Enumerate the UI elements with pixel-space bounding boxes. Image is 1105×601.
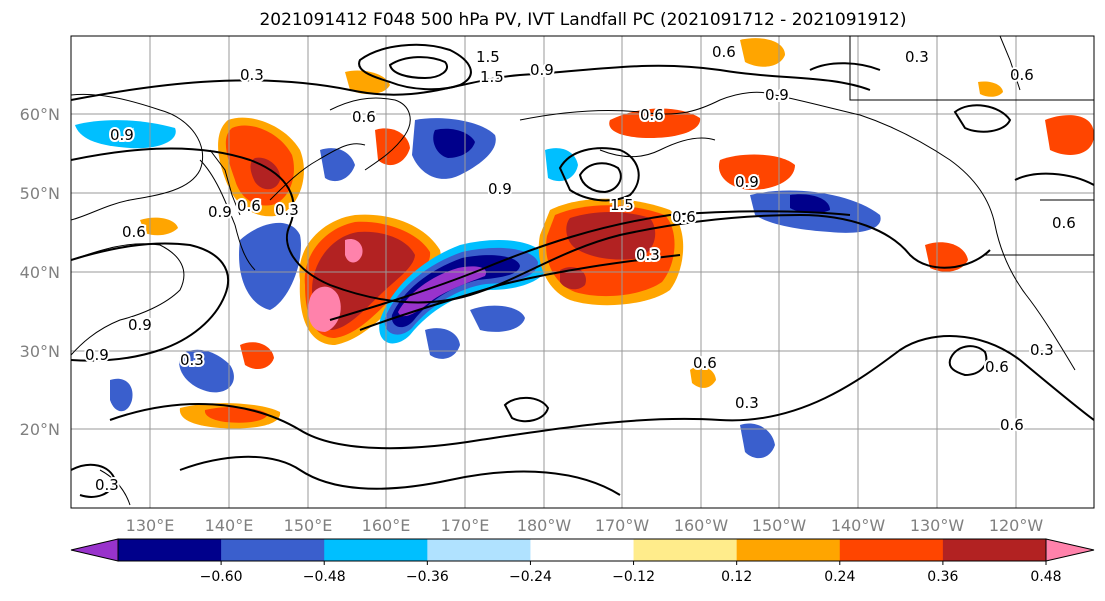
colorbar-tick-label: 0.24 — [824, 569, 855, 585]
lon-label: 140°W — [831, 516, 886, 535]
colorbar-tick-label: −0.60 — [200, 569, 243, 585]
latitude-axis: 60°N 50°N 40°N 30°N 20°N — [20, 105, 60, 439]
lat-label: 60°N — [20, 105, 60, 124]
contour-label: 0.9 — [735, 173, 759, 191]
lat-label: 40°N — [20, 263, 60, 282]
contour-labels: 0.9 0.3 1.5 0.9 0.6 1.5 0.3 0.6 0.9 0.6 … — [83, 41, 1078, 496]
contour-label: 0.3 — [905, 48, 929, 66]
colorbar-tick-label: 0.12 — [721, 569, 752, 585]
contour-label: 0.9 — [85, 346, 109, 364]
colorbar-cells — [118, 539, 1047, 561]
colorbar-tick-label: −0.12 — [612, 569, 655, 585]
contour-label: 0.6 — [985, 358, 1009, 376]
contour-label: 0.3 — [240, 66, 264, 84]
colorbar-left-extension — [70, 538, 119, 562]
longitude-axis: 130°E 140°E 150°E 160°E 170°E 180°W 170°… — [126, 516, 1044, 535]
contour-label: 0.9 — [530, 61, 554, 79]
contour-label: 0.3 — [275, 201, 299, 219]
colorbar-tick-label: −0.48 — [303, 569, 346, 585]
lat-label: 30°N — [20, 342, 60, 361]
contour-label: 1.5 — [480, 68, 504, 86]
lon-label: 120°W — [989, 516, 1044, 535]
colorbar-cell — [530, 539, 635, 561]
colorbar-right-extension — [1045, 538, 1095, 562]
contour-label: 0.6 — [1052, 214, 1076, 232]
colorbar-tick-label: 0.36 — [927, 569, 958, 585]
lon-label: 180°W — [517, 516, 572, 535]
colorbar-tick-label: 0.48 — [1030, 569, 1061, 585]
contour-label: 1.5 — [476, 48, 500, 66]
graticule — [71, 36, 1094, 508]
contour-label: 0.6 — [1000, 416, 1024, 434]
lon-label: 130°W — [910, 516, 965, 535]
contour-label: 0.3 — [636, 246, 660, 264]
colorbar-tick-label: −0.24 — [509, 569, 552, 585]
colorbar-tick-label: −0.36 — [406, 569, 449, 585]
map-title: 2021091412 F048 500 hPa PV, IVT Landfall… — [259, 10, 906, 30]
map-panel: 0.9 0.3 1.5 0.9 0.6 1.5 0.3 0.6 0.9 0.6 … — [70, 35, 1095, 509]
colorbar-tick-labels: −0.60 −0.48 −0.36 −0.24 −0.12 0.12 0.24 0.36 0.4… — [200, 561, 1062, 585]
lon-label: 150°E — [284, 516, 333, 535]
lon-label: 130°E — [126, 516, 175, 535]
contour-label: 0.3 — [180, 351, 204, 369]
contour-label: 0.3 — [735, 394, 759, 412]
contour-label: 0.6 — [237, 197, 261, 215]
contour-label: 0.6 — [1010, 66, 1034, 84]
lat-label: 50°N — [20, 184, 60, 203]
colorbar-cell — [942, 539, 1047, 561]
lat-label: 20°N — [20, 420, 60, 439]
colorbar-cell — [324, 539, 428, 561]
contour-lines — [71, 43, 1094, 498]
lon-label: 160°E — [362, 516, 411, 535]
colorbar-cell — [221, 539, 325, 561]
contour-label: 0.6 — [693, 354, 717, 372]
contour-label: 0.9 — [765, 86, 789, 104]
contour-label: 0.9 — [110, 126, 134, 144]
contour-label: 0.3 — [1030, 341, 1054, 359]
contour-label: 0.3 — [95, 476, 119, 494]
colorbar-cell — [427, 539, 531, 561]
colorbar-cell — [633, 539, 738, 561]
colorbar-frame — [117, 538, 1047, 562]
contour-label: 0.6 — [640, 106, 664, 124]
contour-label: 0.9 — [488, 180, 512, 198]
contour-label: 0.6 — [352, 108, 376, 126]
lon-label: 160°W — [674, 516, 729, 535]
contour-label: 0.6 — [122, 223, 146, 241]
contour-label: 0.6 — [672, 208, 696, 226]
lon-label: 140°E — [205, 516, 254, 535]
lon-label: 170°W — [595, 516, 650, 535]
contour-label: 0.6 — [712, 43, 736, 61]
contour-label: 1.5 — [610, 196, 634, 214]
lon-label: 150°W — [752, 516, 807, 535]
contour-label: 0.9 — [208, 203, 232, 221]
colorbar-cell — [839, 539, 944, 561]
contour-label: 0.9 — [128, 316, 152, 334]
colorbar: −0.60 −0.48 −0.36 −0.24 −0.12 0.12 0.24 0.36 0.4… — [70, 538, 1095, 585]
colorbar-cell — [736, 539, 841, 561]
lon-label: 170°E — [441, 516, 490, 535]
colorbar-cell — [118, 539, 222, 561]
coastlines — [71, 36, 1094, 506]
